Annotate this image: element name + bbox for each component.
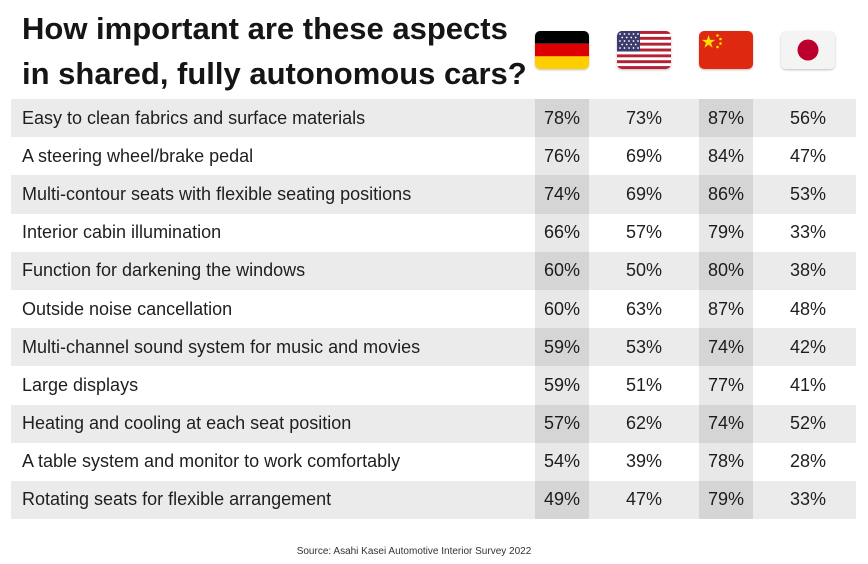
table-row: Multi-channel sound system for music and… xyxy=(11,328,856,367)
data-table: Easy to clean fabrics and surface materi… xyxy=(11,99,856,520)
germany-value: 54% xyxy=(543,451,581,472)
row-label: Large displays xyxy=(22,374,139,395)
china-value: 87% xyxy=(707,298,745,319)
row-label: Easy to clean fabrics and surface materi… xyxy=(22,107,366,128)
china-flag-icon xyxy=(699,31,753,69)
germany-value: 59% xyxy=(543,374,581,395)
usa-value: 51% xyxy=(625,374,663,395)
china-value: 74% xyxy=(707,336,745,357)
source-note: Source: Asahi Kasei Automotive Interior … xyxy=(296,546,532,557)
table-row: Outside noise cancellation 60% 63% 87% 48% xyxy=(11,289,856,329)
usa-value: 69% xyxy=(625,183,663,204)
table-row: Large displays 59% 51% 77% 41% xyxy=(11,366,856,405)
japan-value: 52% xyxy=(789,413,827,434)
table-row: Easy to clean fabrics and surface materi… xyxy=(11,99,856,138)
usa-value: 39% xyxy=(625,451,663,472)
usa-value: 53% xyxy=(625,336,663,357)
china-value: 80% xyxy=(707,260,745,281)
germany-value: 76% xyxy=(543,145,581,166)
table-row: Interior cabin illumination 66% 57% 79% 33% xyxy=(11,213,856,252)
usa-value: 69% xyxy=(625,145,663,166)
china-value: 86% xyxy=(707,183,745,204)
germany-value: 66% xyxy=(543,222,581,243)
japan-value: 38% xyxy=(789,260,827,281)
japan-value: 33% xyxy=(789,489,827,510)
table-row: Heating and cooling at each seat positio… xyxy=(11,404,856,443)
japan-flag-icon xyxy=(781,31,835,69)
germany-value: 60% xyxy=(543,298,581,319)
japan-value: 53% xyxy=(789,183,827,204)
table-row: Function for darkening the windows 60% 50%… xyxy=(11,251,856,290)
japan-value: 47% xyxy=(789,145,827,166)
title-line-1: How important are these aspects xyxy=(22,11,508,46)
usa-value: 73% xyxy=(625,107,663,128)
germany-value: 57% xyxy=(543,413,581,434)
china-value: 79% xyxy=(707,222,745,243)
china-value: 77% xyxy=(707,374,745,395)
germany-value: 78% xyxy=(543,107,581,128)
chart-title: How important are these aspects in share… xyxy=(22,6,542,96)
row-label: Interior cabin illumination xyxy=(22,222,222,243)
china-value: 87% xyxy=(707,107,745,128)
row-label: Rotating seats for flexible arrangement xyxy=(22,489,332,510)
germany-value: 60% xyxy=(543,260,581,281)
usa-value: 57% xyxy=(625,222,663,243)
china-value: 79% xyxy=(707,489,745,510)
row-label: A steering wheel/brake pedal xyxy=(22,145,254,166)
row-label: Multi-contour seats with flexible seatin… xyxy=(22,183,412,204)
row-label: Function for darkening the windows xyxy=(22,260,306,281)
germany-flag-icon xyxy=(535,31,589,69)
japan-value: 33% xyxy=(789,222,827,243)
usa-value: 63% xyxy=(625,298,663,319)
japan-value: 48% xyxy=(789,298,827,319)
usa-value: 47% xyxy=(625,489,663,510)
table-row: Multi-contour seats with flexible seatin… xyxy=(11,175,856,214)
row-label: Heating and cooling at each seat positio… xyxy=(22,413,352,434)
usa-value: 62% xyxy=(625,413,663,434)
china-value: 74% xyxy=(707,413,745,434)
japan-value: 56% xyxy=(789,107,827,128)
germany-value: 74% xyxy=(543,183,581,204)
table-row: A steering wheel/brake pedal 76% 69% 84% 47% xyxy=(11,137,856,176)
japan-value: 42% xyxy=(789,336,827,357)
usa-value: 50% xyxy=(625,260,663,281)
usa-flag-icon xyxy=(617,31,671,69)
germany-value: 59% xyxy=(543,336,581,357)
germany-value: 49% xyxy=(543,489,581,510)
japan-value: 41% xyxy=(789,374,827,395)
table-row: A table system and monitor to work comfo… xyxy=(11,442,856,481)
japan-value: 28% xyxy=(789,451,827,472)
table-row: Rotating seats for flexible arrangement 4… xyxy=(11,480,856,520)
row-label: A table system and monitor to work comfo… xyxy=(22,451,401,472)
title-line-2: in shared, fully autonomous cars? xyxy=(22,56,527,91)
china-value: 78% xyxy=(707,451,745,472)
row-label: Outside noise cancellation xyxy=(22,298,233,319)
china-value: 84% xyxy=(707,145,745,166)
row-label: Multi-channel sound system for music and… xyxy=(22,336,421,357)
